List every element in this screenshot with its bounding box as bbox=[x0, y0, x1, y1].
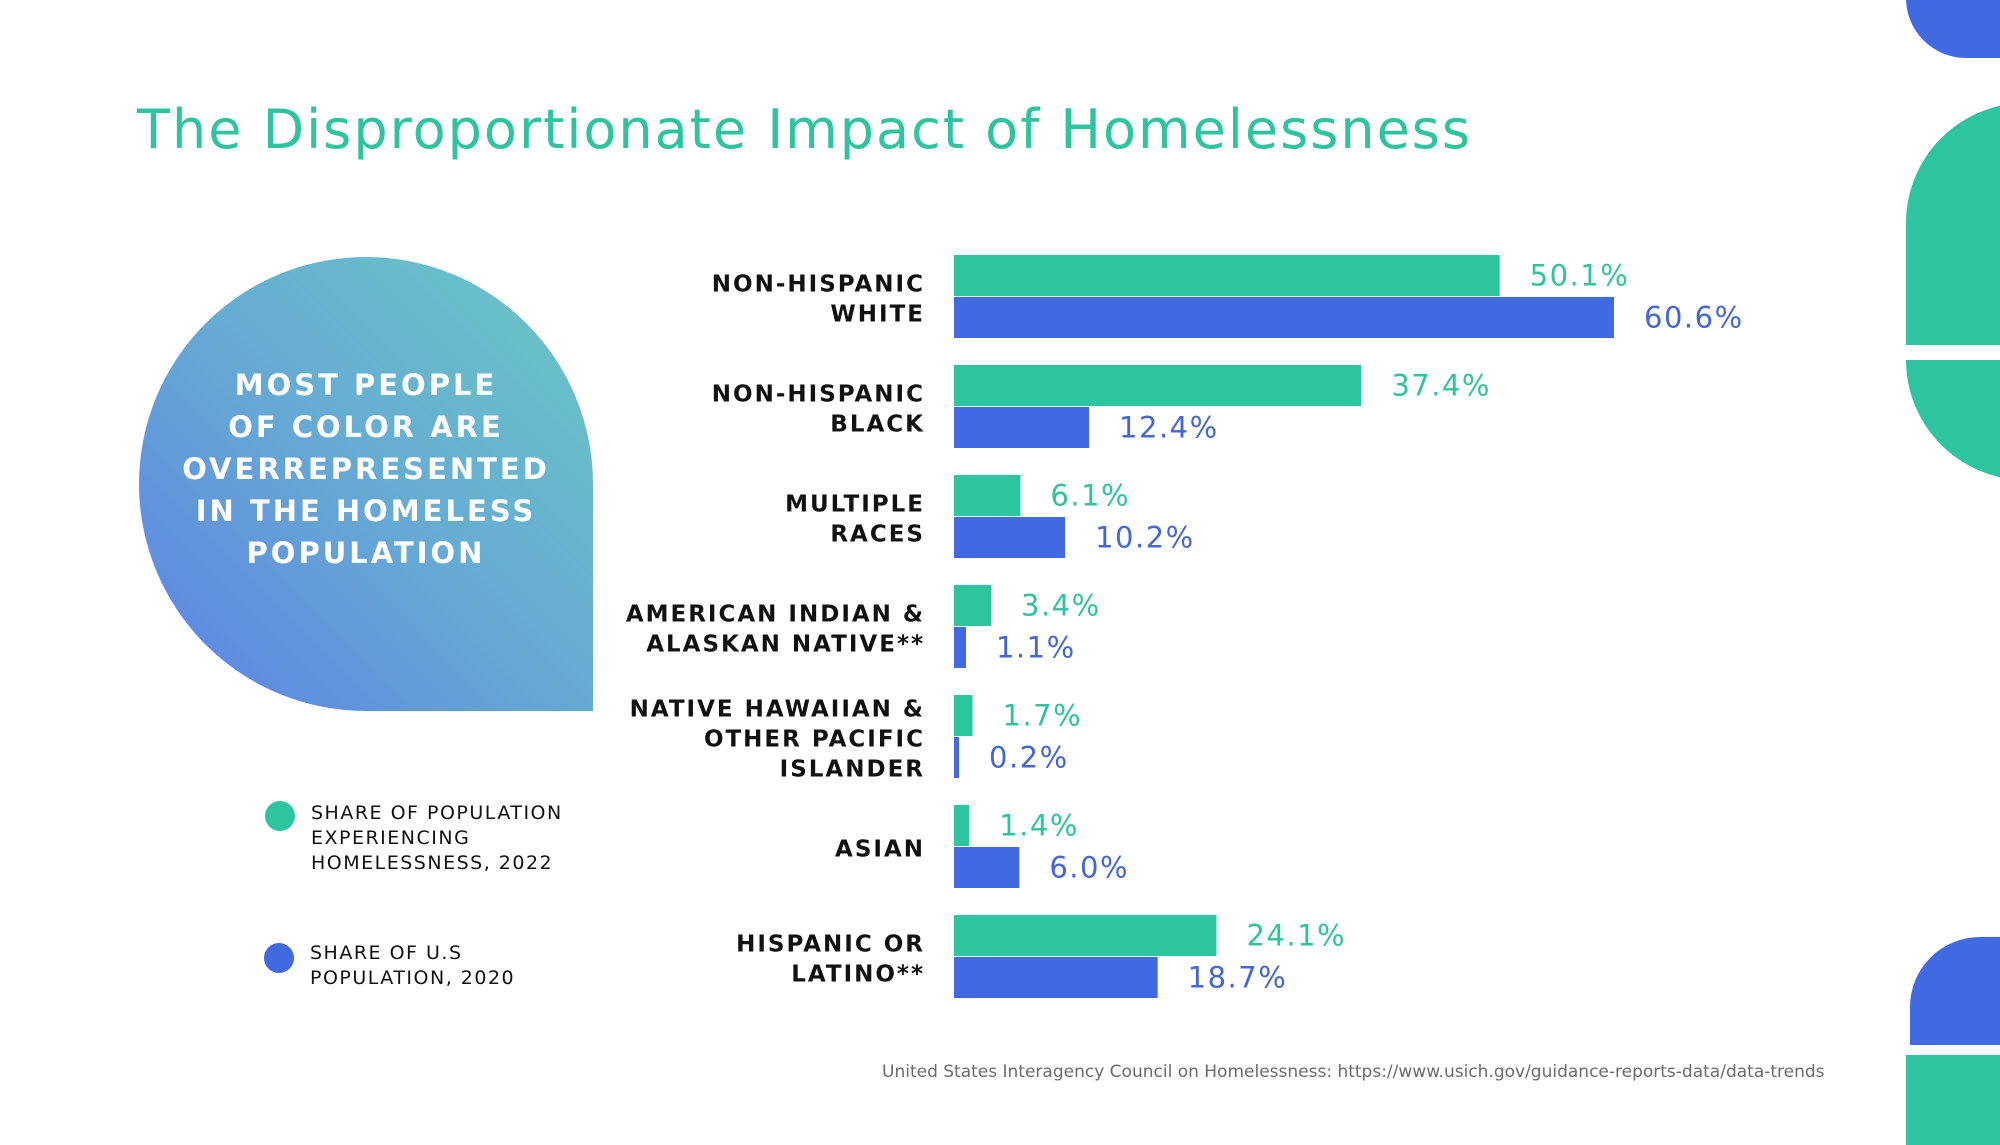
data-label: 37.4% bbox=[1391, 369, 1491, 403]
bar-group: MULTIPLE RACES 6.1% 10.2% bbox=[785, 475, 1195, 558]
data-label: 24.1% bbox=[1246, 919, 1346, 953]
category-label: ASIAN bbox=[835, 837, 925, 863]
bar-group: NATIVE HAWAIIAN & OTHER PACIFIC ISLANDER 1.… bbox=[630, 695, 1083, 783]
legend-label-us-population: SHARE OF U.S POPULATION, 2020 bbox=[310, 942, 516, 989]
category-label: NON-HISPANIC BLACK bbox=[712, 382, 925, 438]
callout-text: MOST PEOPLE OF COLOR ARE OVERREPRESENTED… bbox=[182, 368, 550, 570]
data-label: 6.1% bbox=[1050, 479, 1130, 513]
bar-group: ASIAN 1.4% 6.0% bbox=[835, 805, 1129, 888]
legend-label-homelessness: SHARE OF POPULATION EXPERIENCING HOMELES… bbox=[311, 802, 563, 874]
source-citation: United States Interagency Council on Hom… bbox=[882, 1062, 1825, 1082]
bar-homelessness bbox=[954, 915, 1217, 956]
bar-homelessness bbox=[954, 585, 992, 626]
bar-homelessness bbox=[954, 255, 1500, 296]
category-label: NON-HISPANIC WHITE bbox=[712, 272, 925, 328]
data-label: 50.1% bbox=[1530, 259, 1630, 293]
data-label: 18.7% bbox=[1188, 961, 1288, 995]
bar-us-population bbox=[954, 847, 1020, 888]
bar-us-population bbox=[954, 957, 1158, 998]
category-label: HISPANIC OR LATINO** bbox=[736, 932, 925, 988]
data-label: 1.4% bbox=[999, 809, 1079, 843]
legend-dot-teal bbox=[265, 801, 295, 831]
category-label: NATIVE HAWAIIAN & OTHER PACIFIC ISLANDER bbox=[630, 697, 925, 783]
data-label: 3.4% bbox=[1021, 589, 1101, 623]
data-label: 0.2% bbox=[989, 741, 1069, 775]
bar-group: AMERICAN INDIAN & ALASKAN NATIVE** 3.4% 1.1… bbox=[626, 585, 1101, 668]
bar-homelessness bbox=[954, 475, 1021, 516]
bar-group: HISPANIC OR LATINO** 24.1% 18.7% bbox=[736, 915, 1346, 998]
bar-group: NON-HISPANIC BLACK 37.4% 12.4% bbox=[712, 365, 1491, 448]
legend-item-us-population: SHARE OF U.S POPULATION, 2020 bbox=[264, 942, 516, 991]
data-label: 60.6% bbox=[1644, 301, 1744, 335]
category-label: AMERICAN INDIAN & ALASKAN NATIVE** bbox=[626, 602, 925, 658]
bar-homelessness bbox=[954, 805, 970, 846]
bar-us-population bbox=[954, 737, 959, 778]
bar-us-population bbox=[954, 297, 1614, 338]
bar-us-population bbox=[954, 627, 966, 668]
callout-bubble: MOST PEOPLE OF COLOR ARE OVERREPRESENTED… bbox=[139, 257, 593, 711]
bar-homelessness bbox=[954, 695, 973, 736]
data-label: 12.4% bbox=[1119, 411, 1219, 445]
page-title: The Disproportionate Impact of Homelessn… bbox=[137, 98, 1473, 161]
bar-homelessness bbox=[954, 365, 1362, 406]
data-label: 1.1% bbox=[996, 631, 1076, 665]
bar-group: NON-HISPANIC WHITE 50.1% 60.6% bbox=[712, 255, 1744, 338]
data-label: 6.0% bbox=[1049, 851, 1129, 885]
decor-shape-bottom-teal bbox=[1906, 1055, 2000, 1145]
data-label: 1.7% bbox=[1003, 699, 1083, 733]
category-label: MULTIPLE RACES bbox=[785, 492, 925, 548]
bar-us-population bbox=[954, 407, 1090, 448]
bar-us-population bbox=[954, 517, 1066, 558]
data-label: 10.2% bbox=[1095, 521, 1195, 555]
legend-dot-blue bbox=[264, 943, 294, 973]
legend-item-homelessness: SHARE OF POPULATION EXPERIENCING HOMELES… bbox=[265, 801, 563, 876]
